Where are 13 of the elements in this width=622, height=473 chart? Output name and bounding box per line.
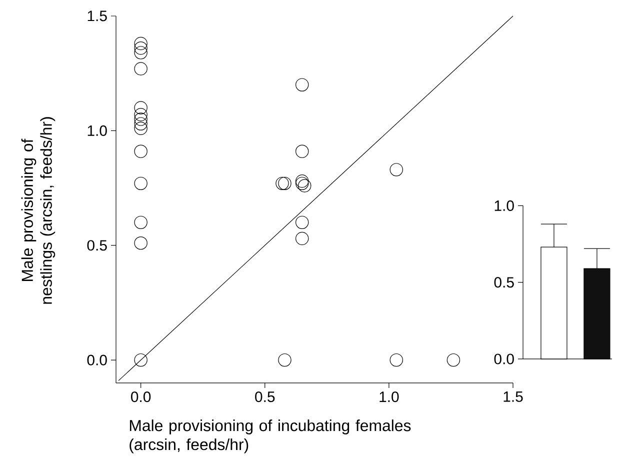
y-tick-label: 1.5: [88, 10, 107, 22]
x-tick-label: 1.0: [380, 392, 399, 402]
x-tick-label: 0.5: [255, 392, 275, 402]
y-axis-title: Male provisioning of nestlings (arcsin, feeds/hr): [21, 117, 56, 304]
x-tick-label: 1.5: [504, 392, 523, 402]
x-axis-title: Male provisioning of incubating females (arcsin, feeds/hr): [130, 420, 411, 454]
y-tick-label: 0.0: [494, 354, 514, 364]
y-tick-label: 1.0: [88, 125, 107, 136]
y-tick-label: 0.5: [494, 277, 514, 288]
y-tick-label: 0.0: [87, 354, 107, 366]
y-tick-label: 0.5: [87, 240, 107, 251]
y-tick-label: 1.0: [494, 200, 514, 211]
x-tick-label: 0.0: [131, 392, 151, 402]
